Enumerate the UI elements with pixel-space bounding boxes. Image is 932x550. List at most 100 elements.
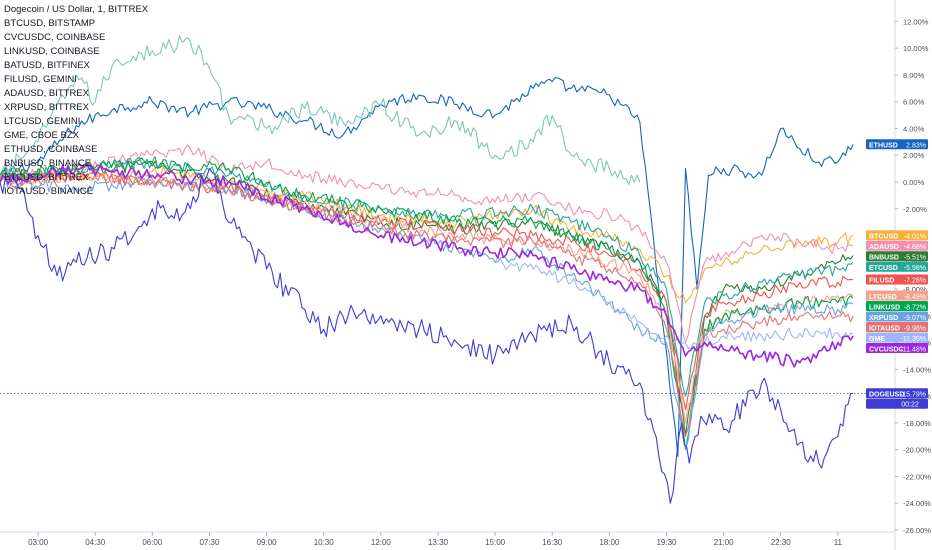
price-label-value: -11.48% bbox=[900, 346, 926, 353]
price-label-symbol: LINKUSD bbox=[869, 304, 900, 311]
price-label-ltcusd[interactable]: LTCUSD -8.49% bbox=[866, 290, 928, 301]
series-line-adausd[interactable] bbox=[0, 144, 854, 344]
price-label-filusd[interactable]: FILUSD -7.28% bbox=[866, 274, 928, 285]
y-tick-label: -8.00% bbox=[903, 285, 927, 294]
price-label-etcusd[interactable]: ETCUSD -5.98% bbox=[866, 261, 928, 272]
x-tick-label: 19:30 bbox=[656, 538, 677, 547]
price-label-value: -5.98% bbox=[904, 265, 926, 272]
price-label-xrpusd[interactable]: XRPUSD -9.07% bbox=[866, 311, 928, 322]
price-label-symbol: CVCUSDC bbox=[869, 346, 904, 353]
price-label-bg bbox=[866, 332, 928, 343]
price-label-symbol: ETHUSD bbox=[869, 143, 898, 150]
price-label-bg bbox=[866, 274, 928, 285]
series-line-ltcusd[interactable] bbox=[0, 170, 854, 424]
y-tick-label: 0.00% bbox=[903, 178, 925, 187]
price-label-bg bbox=[866, 301, 928, 312]
price-label-value: -4.68% bbox=[904, 244, 926, 251]
price-label-bg bbox=[866, 343, 928, 354]
y-tick-label: 2.00% bbox=[903, 151, 925, 160]
legend-entry[interactable]: ETCUSD, BITTREX bbox=[4, 172, 89, 183]
series-line-gme[interactable] bbox=[494, 256, 854, 350]
series-line-linkusd[interactable] bbox=[0, 157, 854, 451]
price-label-value: 2.83% bbox=[906, 143, 926, 150]
price-label-bg bbox=[866, 311, 928, 322]
price-label-value: -8.49% bbox=[904, 294, 926, 301]
price-label-symbol: GME bbox=[869, 336, 885, 343]
price-label-value: -4.01% bbox=[904, 234, 926, 241]
legend-entry[interactable]: IOTAUSD, BINANCE bbox=[4, 186, 94, 197]
price-label-bg bbox=[866, 230, 928, 241]
series-line-iotausd[interactable] bbox=[0, 172, 854, 437]
y-tick-label: 4.00% bbox=[903, 124, 925, 133]
price-label-symbol: XRPUSD bbox=[869, 315, 898, 322]
legend-entry[interactable]: LTCUSD, GEMINI bbox=[4, 116, 81, 127]
price-label-linkusd[interactable]: LINKUSD -8.72% bbox=[866, 301, 928, 311]
x-tick-label: 10:30 bbox=[314, 538, 335, 547]
legend-entry[interactable]: ADAUSD, BITTREX bbox=[4, 88, 89, 99]
legend-entry[interactable]: XRPUSD, BITTREX bbox=[4, 102, 89, 113]
chart-title: Dogecoin / US Dollar, 1, BITTREX bbox=[4, 4, 149, 15]
price-label-symbol: ADAUSD bbox=[869, 244, 899, 251]
price-label-bg bbox=[866, 240, 928, 251]
x-tick-label: 03:00 bbox=[28, 538, 49, 547]
y-tick-label: -24.00% bbox=[903, 499, 931, 508]
y-tick-label: -14.00% bbox=[903, 365, 931, 374]
x-tick-label: 07:30 bbox=[199, 538, 220, 547]
price-label-value: -7.28% bbox=[904, 278, 926, 285]
price-label-symbol: DOGEUSD bbox=[869, 391, 904, 398]
price-label-value: -9.98% bbox=[904, 325, 926, 332]
countdown-bg bbox=[866, 398, 928, 409]
y-tick-label: 8.00% bbox=[903, 71, 925, 80]
x-tick-label: 22:30 bbox=[771, 538, 792, 547]
x-tick-label: 13:30 bbox=[428, 538, 449, 547]
x-tick-label: 11 bbox=[834, 538, 843, 547]
price-label-bg bbox=[866, 388, 928, 399]
series-line-ethusd[interactable] bbox=[0, 77, 854, 457]
y-tick-label: 12.00% bbox=[903, 17, 929, 26]
price-label-value: -15.79% bbox=[900, 391, 926, 398]
y-tick-label: -20.00% bbox=[903, 446, 931, 455]
x-tick-label: 16:30 bbox=[542, 538, 563, 547]
price-label-iotausd[interactable]: IOTAUSD -9.98% bbox=[866, 322, 928, 332]
legend-entry[interactable]: ETHUSD, COINBASE bbox=[4, 144, 98, 155]
price-label-ethusd[interactable]: ETHUSD 2.83% bbox=[866, 139, 928, 150]
legend-entry[interactable]: LINKUSD, COINBASE bbox=[4, 46, 100, 57]
series-line-etcusd[interactable] bbox=[0, 155, 854, 397]
y-tick-label: -26.00% bbox=[903, 526, 931, 535]
y-tick-label: 6.00% bbox=[903, 98, 925, 107]
price-label-cvcusdc[interactable]: CVCUSDC-11.48% bbox=[866, 343, 928, 353]
y-tick-label: -2.00% bbox=[903, 205, 927, 214]
x-tick-label: 21:00 bbox=[714, 538, 735, 547]
price-label-gme[interactable]: GME -11.35% bbox=[866, 332, 928, 343]
price-label-btcusd[interactable]: BTCUSD -4.01% bbox=[866, 230, 928, 241]
legend-entry[interactable]: BATUSD, BITFINEX bbox=[4, 60, 90, 71]
price-label-adausd[interactable]: ADAUSD -4.68% bbox=[866, 240, 928, 251]
y-tick-label: -22.00% bbox=[903, 472, 931, 481]
legend-entry[interactable]: BTCUSD, BITSTAMP bbox=[4, 18, 96, 29]
price-label-symbol: FILUSD bbox=[869, 278, 894, 285]
series-line-cvcusdc[interactable] bbox=[0, 164, 854, 368]
series-line-btcusd[interactable] bbox=[0, 166, 854, 304]
legend-entry[interactable]: CVCUSDC, COINBASE bbox=[4, 32, 106, 43]
price-label-value: -5.51% bbox=[904, 255, 926, 262]
series-line-filusd[interactable] bbox=[0, 171, 854, 411]
price-label-bg bbox=[866, 322, 928, 333]
x-tick-label: 18:00 bbox=[599, 538, 620, 547]
series-line-bnbusd[interactable] bbox=[0, 160, 854, 437]
price-label-symbol: LTCUSD bbox=[869, 294, 897, 301]
x-tick-label: 06:00 bbox=[142, 538, 163, 547]
x-tick-label: 09:00 bbox=[257, 538, 278, 547]
price-label-dogeusd[interactable]: DOGEUSD-15.79% 00:22 bbox=[866, 388, 928, 409]
price-label-bnbusd[interactable]: BNBUSD -5.51% bbox=[866, 251, 928, 262]
legend-entry[interactable]: GME, CBOE BZX bbox=[4, 130, 79, 141]
price-label-symbol: ETCUSD bbox=[869, 265, 898, 272]
legend-entry[interactable]: BNBUSD, BINANCE bbox=[4, 158, 92, 169]
x-tick-label: 15:00 bbox=[485, 538, 506, 547]
legend-entry[interactable]: FILUSD, GEMINI bbox=[4, 74, 77, 85]
x-tick-label: 04:30 bbox=[85, 538, 106, 547]
series-line-dogeusd[interactable] bbox=[0, 168, 854, 504]
price-label-bg bbox=[866, 290, 928, 301]
series-line-batusd[interactable] bbox=[0, 35, 641, 186]
